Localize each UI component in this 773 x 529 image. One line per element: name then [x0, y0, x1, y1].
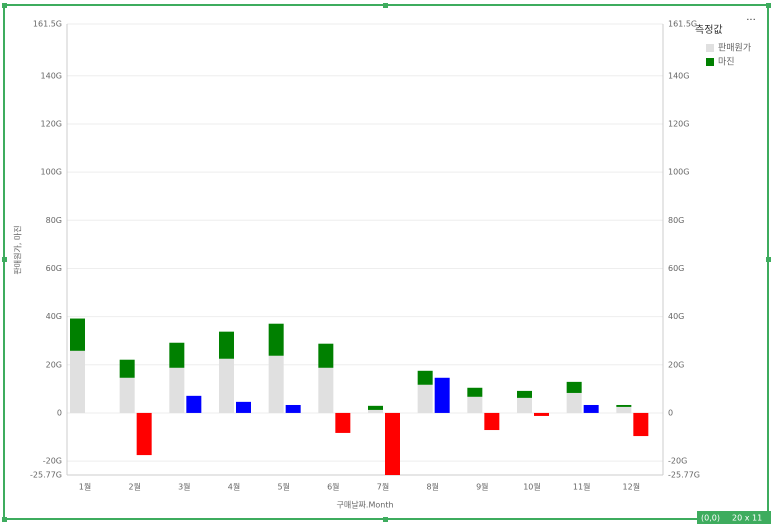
legend-title: 측정값: [695, 24, 723, 36]
bar: [616, 404, 632, 407]
delta-bar: [236, 401, 251, 413]
delta-bar: [335, 412, 351, 433]
x-tick-label: 8월: [426, 482, 438, 492]
bar: [318, 343, 334, 368]
bar: [70, 318, 85, 351]
delta-bar: [385, 412, 400, 475]
delta-bar: [285, 404, 301, 413]
legend-label: 판매원가: [718, 43, 751, 54]
bar: [517, 397, 532, 413]
x-tick-label: 7월: [377, 482, 389, 492]
delta-bar: [186, 395, 202, 413]
y2-tick-label: 120G: [668, 119, 689, 128]
y-tick-label: 120G: [41, 119, 62, 128]
bar: [467, 396, 483, 413]
badge-size: 20 x 11: [732, 514, 762, 523]
y2-tick-label: -20G: [668, 457, 687, 466]
bar: [368, 405, 383, 410]
x-tick-label: 2월: [128, 482, 140, 492]
y2-tick-label: 20G: [668, 360, 684, 369]
y-axis-title: 판매원가, 마진: [13, 225, 23, 274]
y2-tick-label: -25.77G: [668, 471, 700, 480]
bar: [417, 370, 433, 385]
y-tick-label: 40G: [46, 312, 62, 321]
bar: [119, 377, 135, 413]
bar: [169, 367, 185, 413]
bar: [566, 381, 582, 393]
x-axis-title: 구매날짜.Month: [336, 500, 393, 510]
y-tick-label: 20G: [46, 360, 62, 369]
bar: [517, 390, 532, 398]
x-tick-label: 10월: [523, 482, 541, 492]
legend-swatch: [706, 58, 714, 66]
bar: [268, 323, 284, 356]
bar: [417, 384, 433, 413]
bar: [70, 350, 85, 413]
y-tick-label: 60G: [46, 264, 62, 273]
handles: [2, 3, 771, 522]
y-tick-label: -20G: [43, 457, 62, 466]
y-tick-label: 0: [57, 408, 62, 417]
y-tick-label: 100G: [41, 168, 62, 177]
y2-tick-label: 60G: [668, 264, 684, 273]
x-tick-label: 3월: [178, 482, 190, 492]
bar: [219, 331, 234, 359]
y2-tick-label: 0: [668, 408, 673, 417]
y-tick-label: 161.5G: [33, 20, 62, 29]
x-tick-label: 9월: [476, 482, 488, 492]
y2-tick-label: 80G: [668, 216, 684, 225]
bar: [616, 406, 632, 413]
x-tick-label: 12월: [623, 482, 641, 492]
y2-tick-label: 161.5G: [668, 20, 697, 29]
x-tick-label: 11월: [573, 482, 591, 492]
bar: [368, 409, 383, 413]
bar: [119, 359, 135, 378]
delta-bar: [534, 412, 549, 416]
x-tick-label: 4월: [228, 482, 240, 492]
delta-bar: [583, 404, 599, 413]
badge: [697, 511, 771, 524]
delta-bar: [633, 412, 649, 437]
bar: [219, 358, 234, 413]
plot-area: [70, 318, 649, 475]
legend-swatch: [706, 44, 714, 52]
bar: [318, 367, 334, 413]
badge-position: (0,0): [701, 514, 720, 523]
x-tick-label: 6월: [327, 482, 339, 492]
delta-bar: [434, 377, 450, 413]
x-tick-label: 5월: [277, 482, 289, 492]
menu[interactable]: ···: [746, 15, 756, 26]
y-tick-label: 140G: [41, 71, 62, 80]
delta-bar: [484, 412, 500, 431]
y2-tick-label: 100G: [668, 168, 689, 177]
legend-label: 마진: [718, 57, 735, 68]
delta-bar: [136, 412, 152, 456]
y2-tick-label: 140G: [668, 71, 689, 80]
y-tick-label: -25.77G: [30, 471, 62, 480]
bar: [566, 392, 582, 413]
x-tick-label: 1월: [79, 482, 91, 492]
bar: [467, 387, 483, 397]
y2-tick-label: 40G: [668, 312, 684, 321]
bar: [169, 342, 185, 368]
y-tick-label: 80G: [46, 216, 62, 225]
bar: [268, 355, 284, 413]
